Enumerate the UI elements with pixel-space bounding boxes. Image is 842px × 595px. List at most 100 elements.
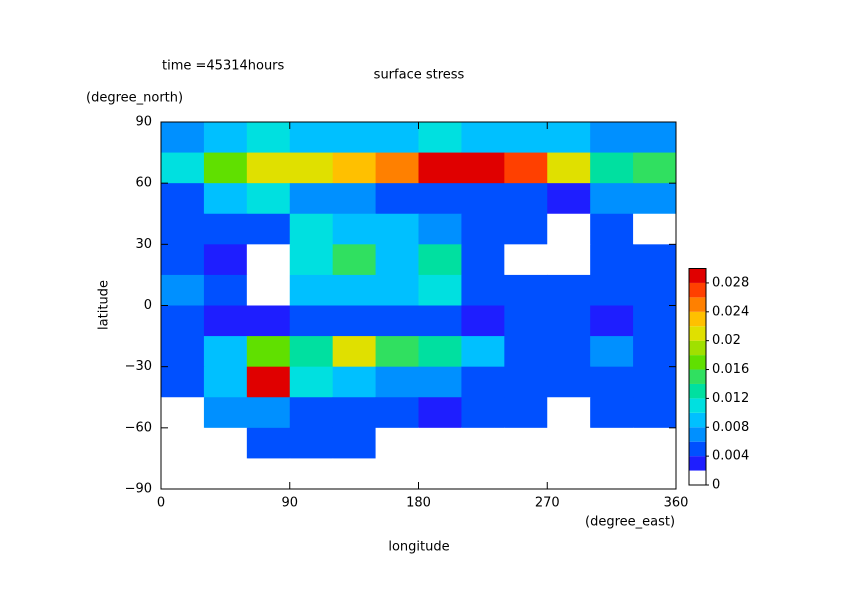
field-cell <box>161 458 205 490</box>
colorbar-tick-label: 0.004 <box>712 449 749 464</box>
field-cell <box>504 397 548 429</box>
field-cell <box>375 336 419 368</box>
colorbar-tick-label: 0.012 <box>712 391 749 406</box>
field-cell <box>633 305 677 337</box>
colorbar-swatch <box>689 412 706 428</box>
colorbar-swatch <box>689 427 706 442</box>
field-cell <box>504 152 548 184</box>
field-cell <box>461 213 505 245</box>
field-cell <box>203 152 248 184</box>
colorbar-swatch <box>689 268 706 283</box>
field-cell <box>246 274 291 306</box>
field-cell <box>289 336 334 368</box>
field-cell <box>161 183 205 215</box>
field-cell <box>332 458 377 490</box>
x-tick-label: 270 <box>535 496 560 511</box>
field-cell <box>375 397 419 429</box>
field-cell <box>418 397 462 429</box>
field-cell <box>418 427 462 459</box>
field-cell <box>332 122 377 154</box>
x-tick-label: 360 <box>664 496 689 511</box>
colorbar-swatch <box>689 398 706 413</box>
field-cell <box>590 274 634 306</box>
field-cell <box>161 213 205 245</box>
colorbar-swatch <box>689 340 706 356</box>
field-cell <box>375 305 419 337</box>
field-cell <box>203 122 248 154</box>
field-cell <box>161 336 205 368</box>
colorbar-tick-label: 0.008 <box>712 420 749 435</box>
field-cell <box>461 427 505 459</box>
field-cell <box>418 152 462 184</box>
field-cell <box>332 183 377 215</box>
field-cell <box>418 336 462 368</box>
field-cell <box>203 244 248 276</box>
field-cell <box>375 458 419 490</box>
field-cell <box>246 427 291 459</box>
field-cell <box>246 183 291 215</box>
colorbar-frame <box>688 268 707 486</box>
field-cell <box>332 427 377 459</box>
y-tick-label: −60 <box>125 420 152 435</box>
field-cell <box>161 244 205 276</box>
field-cell <box>203 427 248 459</box>
field-cell <box>418 244 462 276</box>
field-cell <box>590 427 634 459</box>
field-cell <box>289 183 334 215</box>
field-cell <box>504 458 548 490</box>
field-cell <box>246 366 291 398</box>
field-cell <box>332 305 377 337</box>
field-cell <box>375 183 419 215</box>
field-cell <box>418 122 462 154</box>
field-cell <box>375 152 419 184</box>
colorbar-swatch <box>689 355 706 370</box>
field-cell <box>504 213 548 245</box>
field-cell <box>461 397 505 429</box>
y-tick-label: −30 <box>125 359 152 374</box>
field-cell <box>504 183 548 215</box>
field-cell <box>547 336 591 368</box>
field-cell <box>590 213 634 245</box>
field-cell <box>375 427 419 459</box>
field-cell <box>289 397 334 429</box>
field-cell <box>375 122 419 154</box>
field-cell <box>590 397 634 429</box>
colorbar-tick-label: 0.016 <box>712 362 749 377</box>
field-cell <box>203 183 248 215</box>
field-cell <box>161 152 205 184</box>
colorbar-swatch <box>689 311 706 327</box>
field-cell <box>633 397 677 429</box>
field-cell <box>161 274 205 306</box>
x-tick-label: 0 <box>157 496 165 511</box>
field-cell <box>289 244 334 276</box>
field-cell <box>547 244 591 276</box>
x-tick-label: 180 <box>406 496 431 511</box>
field-cell <box>289 213 334 245</box>
field-cell <box>418 366 462 398</box>
y-tick-label: −90 <box>125 482 152 497</box>
colorbar-swatch <box>689 297 706 312</box>
field-cell <box>547 458 591 490</box>
field-cell <box>633 213 677 245</box>
y-axis-label: latitude <box>97 280 112 330</box>
field-cell <box>375 213 419 245</box>
field-cell <box>289 458 334 490</box>
field-cell <box>375 366 419 398</box>
field-cell <box>203 336 248 368</box>
field-cell <box>547 183 591 215</box>
field-cell <box>590 183 634 215</box>
field-cell <box>246 244 291 276</box>
chart-title: surface stress <box>374 68 465 83</box>
field-cell <box>246 213 291 245</box>
field-cell <box>633 427 677 459</box>
field-cell <box>332 152 377 184</box>
field-cell <box>246 397 291 429</box>
field-cell <box>246 122 291 154</box>
field-cell <box>332 213 377 245</box>
field-cell <box>203 397 248 429</box>
field-cell <box>633 274 677 306</box>
field-cell <box>590 152 634 184</box>
field-cell <box>289 274 334 306</box>
colorbar-swatch <box>689 326 706 341</box>
